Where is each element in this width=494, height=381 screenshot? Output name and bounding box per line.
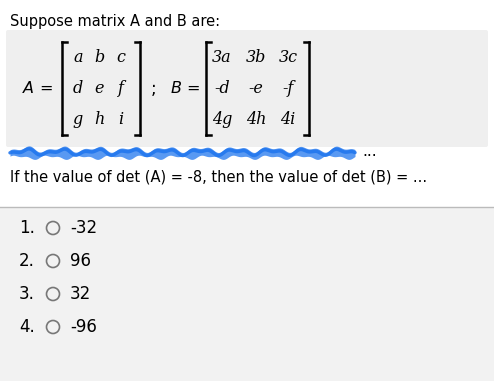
Text: 96: 96 — [70, 252, 91, 270]
Text: 4i: 4i — [281, 111, 295, 128]
Text: 3.: 3. — [19, 285, 35, 303]
Text: h: h — [94, 111, 104, 128]
Text: $A\,=$: $A\,=$ — [22, 80, 53, 97]
Text: $B\,=$: $B\,=$ — [170, 80, 201, 97]
Text: 3a: 3a — [212, 49, 232, 66]
Text: -e: -e — [248, 80, 263, 97]
Text: c: c — [117, 49, 125, 66]
Text: e: e — [94, 80, 104, 97]
Text: d: d — [73, 80, 83, 97]
FancyBboxPatch shape — [6, 30, 488, 147]
Text: -f: -f — [283, 80, 293, 97]
Text: 1.: 1. — [19, 219, 35, 237]
Text: i: i — [119, 111, 124, 128]
Text: 4h: 4h — [246, 111, 266, 128]
Text: -d: -d — [214, 80, 230, 97]
Text: -96: -96 — [70, 318, 97, 336]
Text: 4.: 4. — [19, 318, 35, 336]
Text: 32: 32 — [70, 285, 91, 303]
Text: f: f — [118, 80, 124, 97]
Text: 2.: 2. — [19, 252, 35, 270]
Text: a: a — [73, 49, 83, 66]
FancyBboxPatch shape — [0, 207, 494, 381]
Text: 3b: 3b — [246, 49, 266, 66]
Text: 4g: 4g — [212, 111, 232, 128]
Text: 3c: 3c — [279, 49, 297, 66]
Text: b: b — [94, 49, 104, 66]
Text: ...: ... — [362, 144, 376, 160]
Text: g: g — [73, 111, 83, 128]
Text: -32: -32 — [70, 219, 97, 237]
Text: Suppose matrix A and B are:: Suppose matrix A and B are: — [10, 14, 220, 29]
Text: If the value of det (A) = -8, then the value of det (B) = ...: If the value of det (A) = -8, then the v… — [10, 169, 427, 184]
Text: ;: ; — [151, 80, 157, 98]
